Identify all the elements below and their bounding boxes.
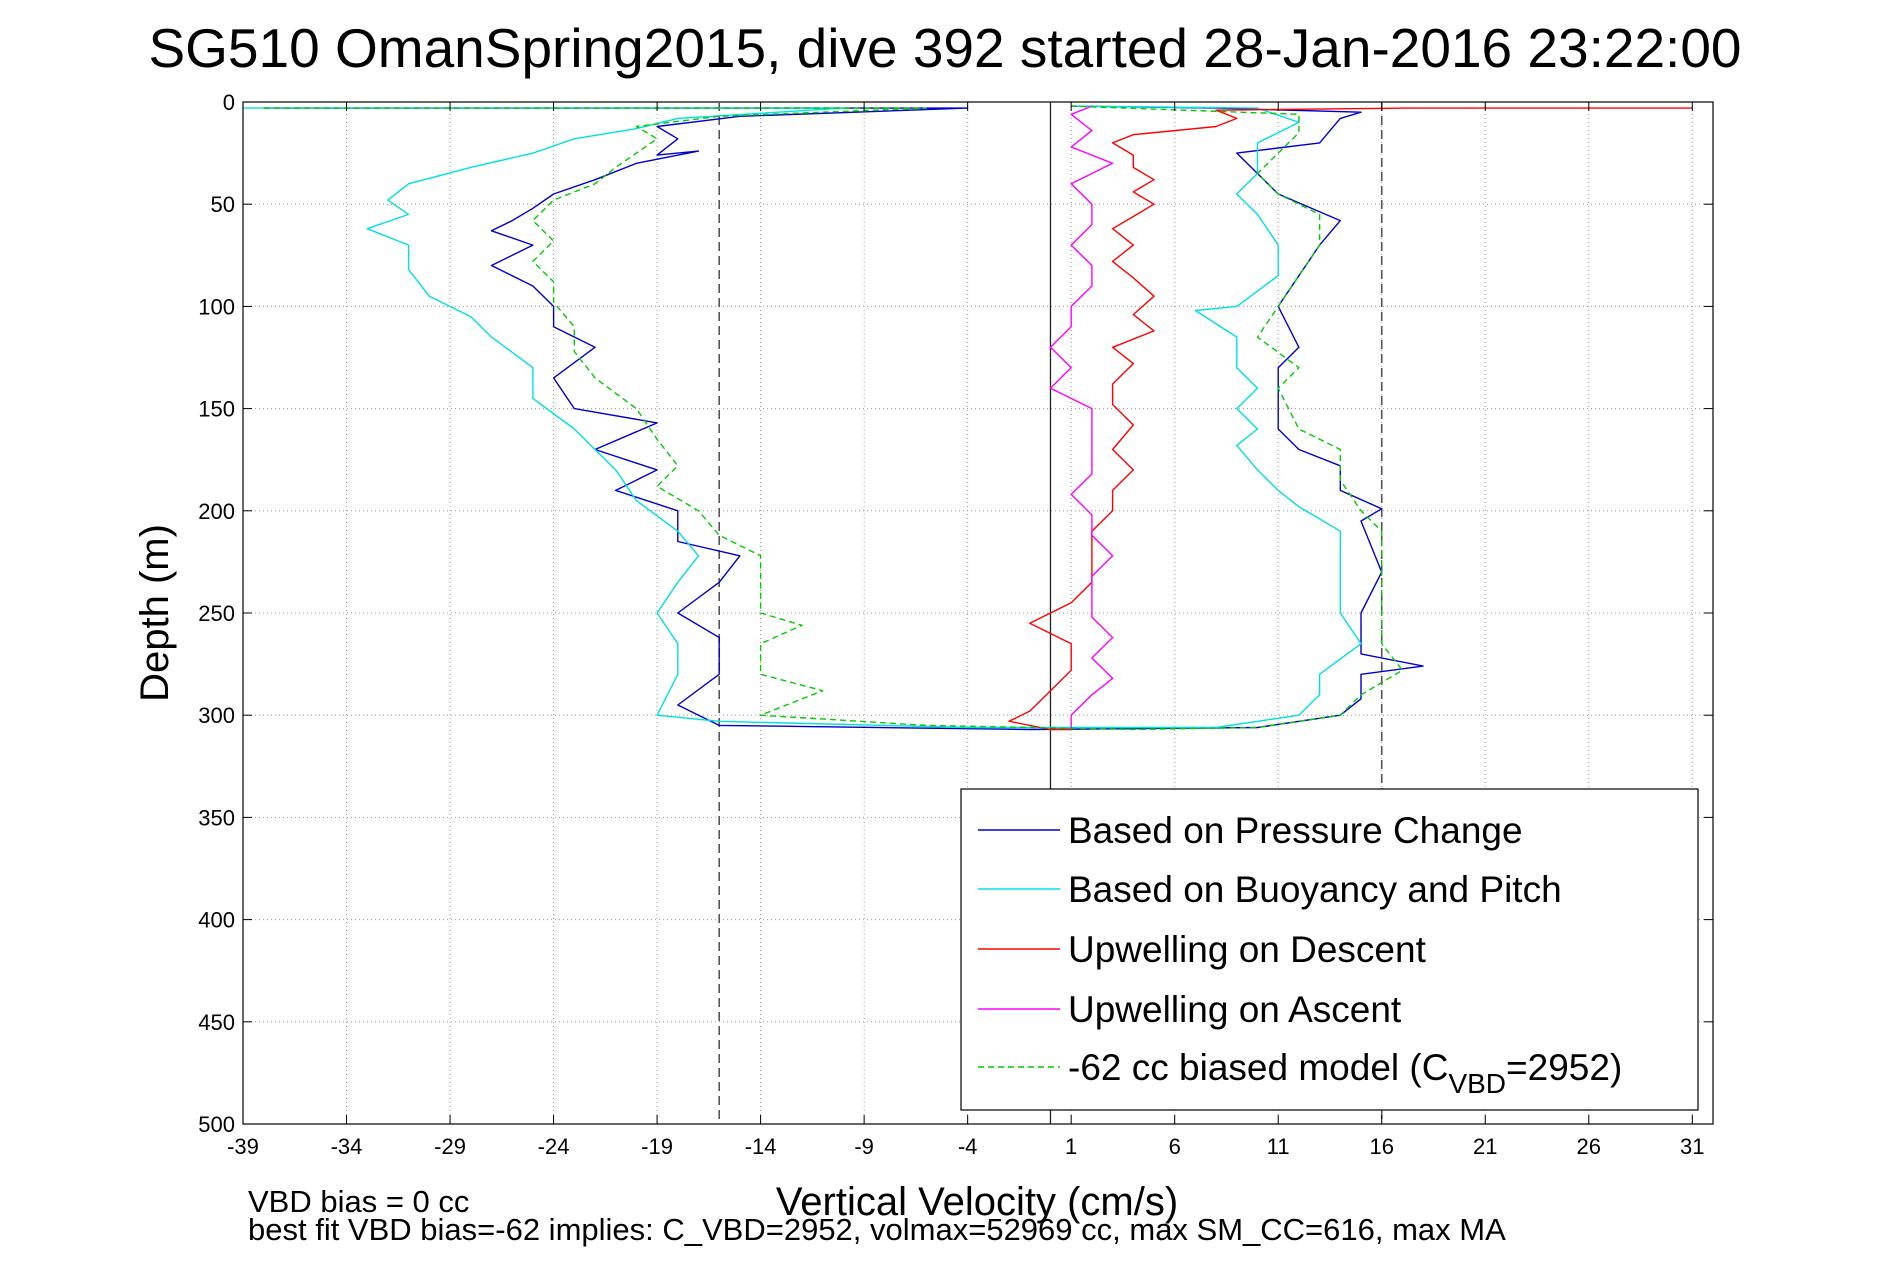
y-tick-label: 50 <box>211 192 235 217</box>
y-tick-label: 150 <box>198 397 235 422</box>
x-tick-label: -4 <box>958 1134 978 1159</box>
series-line-1 <box>243 105 1362 729</box>
y-tick-label: 0 <box>223 90 235 115</box>
y-tick-label: 400 <box>198 908 235 933</box>
y-tick-label: 500 <box>198 1112 235 1137</box>
x-tick-label: -19 <box>641 1134 673 1159</box>
x-tick-label: -34 <box>331 1134 363 1159</box>
x-tick-label: -29 <box>434 1134 466 1159</box>
legend: Based on Pressure Change Based on Buoyanc… <box>960 788 1699 1111</box>
x-axis-ticks: -39 -34 -29 -24 -19 -14 -9 -4 1 6 11 16 21 26 31 <box>227 102 1705 1159</box>
note-vbd-bias: VBD bias = 0 cc <box>248 1184 469 1219</box>
y-tick-label: 450 <box>198 1010 235 1035</box>
x-tick-label: 21 <box>1473 1134 1497 1159</box>
legend-label-1: Based on Buoyancy and Pitch <box>1068 869 1562 910</box>
legend-entries: Based on Pressure Change Based on Buoyanc… <box>978 810 1622 1099</box>
legend-label-2: Upwelling on Descent <box>1068 929 1427 970</box>
x-tick-label: 1 <box>1065 1134 1077 1159</box>
series-line-3 <box>1049 105 1114 730</box>
y-tick-label: 250 <box>198 601 235 626</box>
x-tick-label: -24 <box>538 1134 570 1159</box>
x-tick-label: -9 <box>854 1134 874 1159</box>
y-axis-label: Depth (m) <box>133 524 177 702</box>
legend-label-4: -62 cc biased model (CVBD=2952) <box>1068 1047 1622 1099</box>
y-tick-label: 350 <box>198 805 235 830</box>
note-best-fit: best fit VBD bias=-62 implies: C_VBD=295… <box>248 1212 1506 1247</box>
y-axis-ticks: 0 50 100 150 200 250 300 350 400 450 500 <box>198 90 1713 1137</box>
x-axis-label: Vertical Velocity (cm/s) <box>776 1180 1178 1224</box>
series-line-4 <box>263 105 1404 731</box>
x-tick-label: -14 <box>745 1134 777 1159</box>
x-tick-label: -39 <box>227 1134 259 1159</box>
legend-label-0: Based on Pressure Change <box>1068 810 1523 851</box>
x-tick-label: 26 <box>1577 1134 1601 1159</box>
series-lines <box>243 105 1693 731</box>
series-line-2 <box>1008 107 1693 731</box>
legend-label-3: Upwelling on Ascent <box>1068 989 1402 1030</box>
chart-title: SG510 OmanSpring2015, dive 392 started 2… <box>148 17 1741 79</box>
x-tick-label: 11 <box>1267 1134 1290 1159</box>
series-line-0 <box>263 105 1424 731</box>
x-tick-label: 31 <box>1680 1134 1704 1159</box>
y-tick-label: 300 <box>198 703 235 728</box>
y-tick-label: 200 <box>198 499 235 524</box>
legend-box <box>960 788 1699 1111</box>
x-tick-label: 16 <box>1369 1134 1393 1159</box>
x-tick-label: 6 <box>1169 1134 1181 1159</box>
y-tick-label: 100 <box>198 294 235 319</box>
